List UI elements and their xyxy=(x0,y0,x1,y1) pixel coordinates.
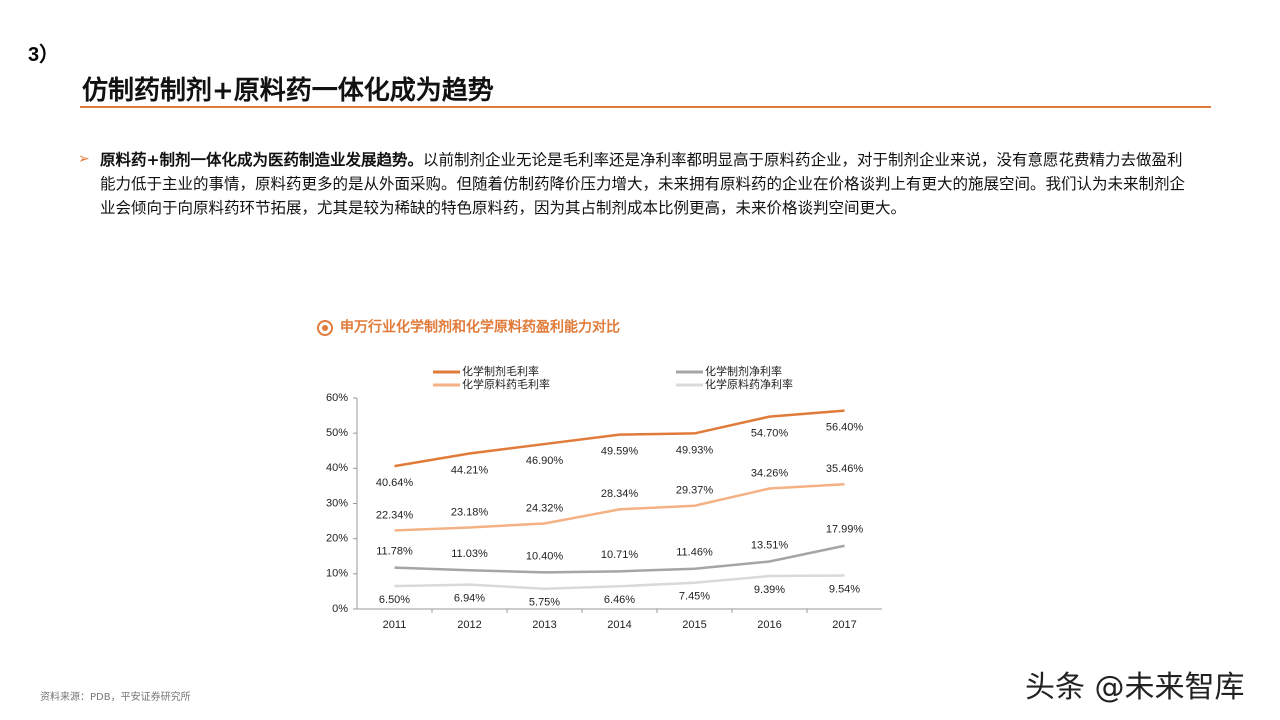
bullet-icon: ➢ xyxy=(78,151,90,167)
y-tick-label: 20% xyxy=(326,533,348,545)
x-tick-label: 2012 xyxy=(457,619,481,631)
data-label: 24.32% xyxy=(526,502,564,514)
data-label: 7.45% xyxy=(679,591,710,603)
body-text: 以前制剂企业无论是毛利率还是净利率都明显高于原料药企业，对于制剂企业来说，没有意… xyxy=(100,151,1186,217)
data-label: 10.40% xyxy=(526,550,564,562)
data-label: 6.94% xyxy=(454,593,485,605)
source-note: 资料来源：PDB，平安证券研究所 xyxy=(40,692,191,703)
data-label: 44.21% xyxy=(451,464,489,476)
y-tick-label: 30% xyxy=(326,497,348,509)
data-label: 28.34% xyxy=(601,488,639,500)
y-tick-label: 0% xyxy=(332,603,348,615)
data-label: 6.46% xyxy=(604,594,635,606)
title-rule xyxy=(80,106,1211,108)
data-label: 49.59% xyxy=(601,446,639,458)
data-label: 40.64% xyxy=(376,477,414,489)
data-label: 9.39% xyxy=(754,584,785,596)
series-line xyxy=(394,409,845,468)
data-label: 11.03% xyxy=(451,548,488,560)
bold-lead: 原料药+制剂一体化成为医药制造业发展趋势。 xyxy=(100,151,423,169)
data-label: 46.90% xyxy=(526,455,564,467)
x-tick-label: 2017 xyxy=(832,619,856,631)
section-number: 3） xyxy=(28,44,60,66)
y-tick-label: 10% xyxy=(326,568,348,580)
data-label: 17.99% xyxy=(826,524,864,536)
paragraph: 原料药+制剂一体化成为医药制造业发展趋势。以前制剂企业无论是毛利率还是净利率都明… xyxy=(100,148,1190,220)
data-label: 54.70% xyxy=(751,428,789,440)
chart-title: 申万行业化学制剂和化学原料药盈利能力对比 xyxy=(340,319,620,335)
y-tick-label: 60% xyxy=(326,392,348,404)
x-tick-label: 2014 xyxy=(607,619,631,631)
series-line xyxy=(394,544,845,574)
data-label: 35.46% xyxy=(826,463,864,475)
data-label: 6.50% xyxy=(379,594,410,606)
data-label: 34.26% xyxy=(751,467,789,479)
y-tick-label: 50% xyxy=(326,427,348,439)
data-label: 56.40% xyxy=(826,422,864,434)
data-label: 13.51% xyxy=(751,539,789,551)
legend-label: 化学制剂净利率 xyxy=(705,364,782,378)
data-label: 23.18% xyxy=(451,506,489,518)
title-icon xyxy=(317,320,333,336)
x-tick-label: 2016 xyxy=(757,619,781,631)
legend-label: 化学制剂毛利率 xyxy=(462,364,539,378)
slide-title: 仿制药制剂+原料药一体化成为趋势 xyxy=(82,76,494,106)
data-label: 49.93% xyxy=(676,444,714,456)
data-label: 5.75% xyxy=(529,597,560,609)
data-label: 10.71% xyxy=(601,549,639,561)
series-line xyxy=(394,483,845,532)
title-icon-dot xyxy=(322,325,328,331)
data-label: 22.34% xyxy=(376,509,414,521)
watermark: 头条 @未来智库 xyxy=(1025,670,1245,705)
y-tick-label: 40% xyxy=(326,462,348,474)
series-line xyxy=(394,574,845,591)
x-tick-label: 2011 xyxy=(383,619,407,631)
x-tick-label: 2015 xyxy=(682,619,706,631)
legend-label: 化学原料药净利率 xyxy=(705,377,793,391)
data-label: 9.54% xyxy=(829,583,860,595)
data-label: 29.37% xyxy=(676,485,714,497)
data-label: 11.46% xyxy=(676,547,713,559)
legend-label: 化学原料药毛利率 xyxy=(462,377,550,391)
data-label: 11.78% xyxy=(376,545,413,557)
x-tick-label: 2013 xyxy=(532,619,556,631)
